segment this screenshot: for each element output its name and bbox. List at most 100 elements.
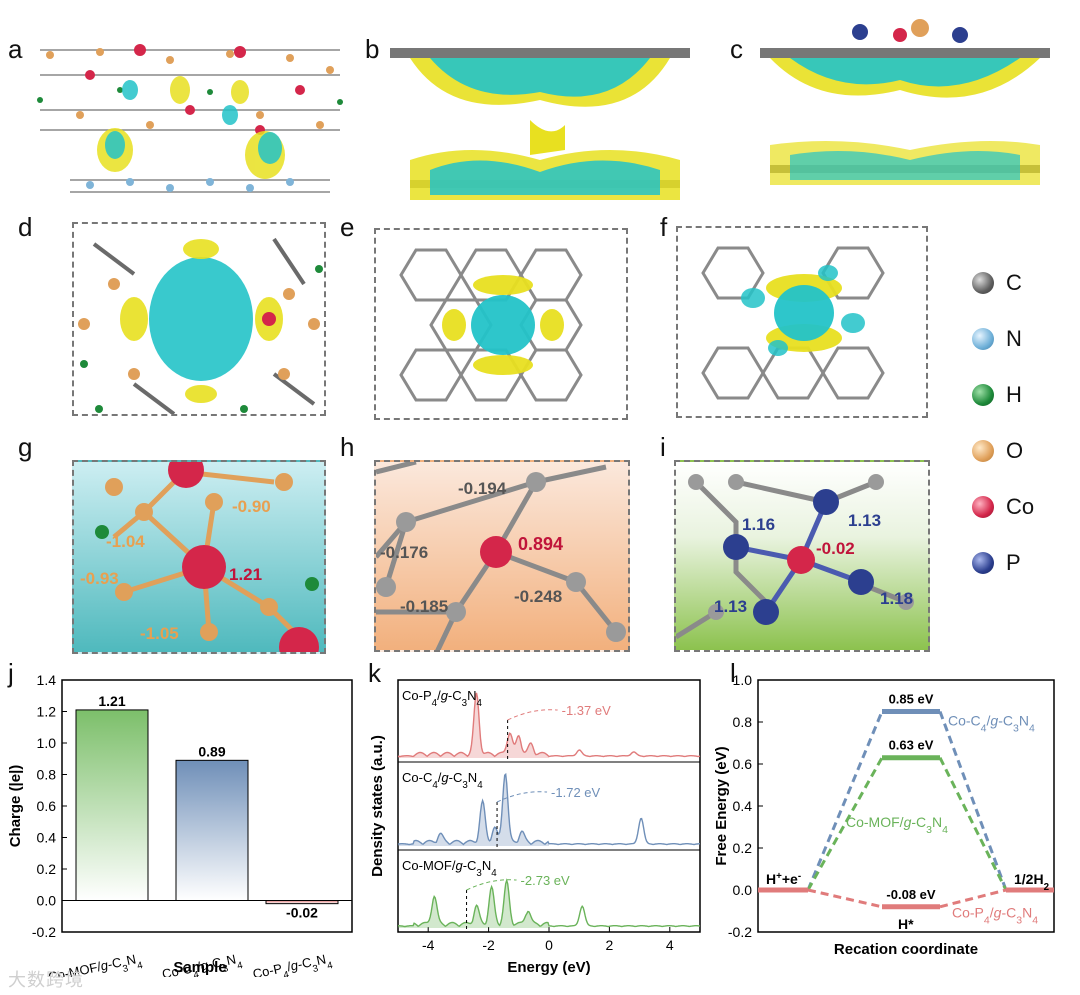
charge-label-i-2: -0.02 (816, 539, 855, 558)
cobalt-ball-icon (972, 496, 994, 518)
bar (175, 759, 249, 901)
charge-label-g-4: -1.05 (140, 624, 179, 643)
y-tick-label: 1.2 (37, 704, 57, 720)
charge-label-h-2: 0.894 (518, 534, 563, 554)
charge-label-i-3: 1.13 (714, 597, 747, 616)
charge-label-g-2: 1.21 (229, 565, 262, 584)
hydrogen-ball-icon (972, 384, 994, 406)
plot-frame (397, 679, 701, 933)
y-tick-label: 0.4 (37, 830, 57, 846)
x-axis-label: Sample (173, 959, 226, 976)
panel-label-i: i (660, 432, 666, 462)
charge-label-h-1: -0.176 (380, 543, 428, 562)
legend-label-p: P (1006, 550, 1021, 575)
x-axis-label: Energy (eV) (507, 959, 590, 976)
charge-label-h-0: -0.194 (458, 479, 507, 498)
legend-item-h: H (972, 380, 1022, 410)
transition-connector (939, 888, 1007, 909)
transition-connector (806, 710, 884, 891)
y-tick-label: -0.2 (728, 924, 752, 940)
panel-label-d: d (18, 212, 33, 242)
y-tick-label: 0.8 (37, 767, 57, 783)
y-tick-label: 1.0 (37, 735, 57, 751)
energy-value-label: 0.63 eV (889, 738, 934, 753)
series-name-label: Co-C4/g-C3N4 (402, 770, 483, 791)
y-tick-label: 0.0 (37, 893, 57, 909)
panel-label-a: a (8, 34, 23, 64)
phosphorus-ball-icon (972, 552, 994, 574)
charge-label-g-3: -0.93 (80, 569, 119, 588)
panel-label-k: k (368, 658, 381, 688)
panel-j-charge-bar-chart: -0.20.00.20.40.60.81.01.21.41.21Co-MOF/g… (7, 672, 353, 977)
oxygen-ball-icon (972, 440, 994, 462)
panel-k-dos-chart: -4 -2 0 2 4 -1.37 eV Co-P4/g-C3N4 -1.72 eV Co-C4… (369, 679, 701, 976)
bar (75, 709, 149, 901)
legend-label-n: N (1006, 326, 1022, 351)
y-tick-label: 0.0 (733, 882, 753, 898)
y-tick-label: 0.4 (733, 798, 753, 814)
legend-item-n: N (972, 324, 1022, 354)
y-tick-label: 1.4 (37, 672, 57, 688)
charge-label-g-1: -1.04 (106, 532, 145, 551)
dos-curve (398, 878, 701, 928)
y-tick-label: 0.6 (37, 798, 57, 814)
dos-curve (397, 772, 701, 846)
y-axis-label: Density states (a.u.) (369, 735, 386, 877)
x-tick-label: -2 (482, 937, 495, 953)
bar-data-label: 1.21 (98, 693, 125, 709)
panel-label-g: g (18, 432, 33, 462)
series-name-label: Co-P4/g-C3N4 (952, 904, 1038, 926)
carbon-ball-icon (972, 272, 994, 294)
series-name-label: Co-MOF/g-C3N4 (402, 858, 497, 879)
series-name-label: Co-C4/g-C3N4 (948, 713, 1035, 735)
charge-label-h-3: -0.185 (400, 597, 448, 616)
panel-i-bader-charge-image: 1.16 1.13 -0.02 1.13 1.18 (674, 460, 930, 652)
charge-label-h-4: -0.248 (514, 587, 562, 606)
y-tick-label: 0.2 (733, 840, 753, 856)
charge-label-g-0: -0.90 (232, 497, 271, 516)
dos-curve (397, 692, 701, 758)
panel-h-bader-charge-image: -0.194 -0.176 0.894 -0.185 -0.248 (374, 460, 630, 652)
panel-l-free-energy-chart: -0.2 0.0 0.2 0.4 0.6 0.8 1.0 0.85 eV 0.63 eV -0.0… (713, 672, 1055, 958)
panel-label-e: e (340, 212, 355, 242)
bar (265, 900, 339, 905)
legend-label-c: C (1006, 270, 1022, 295)
bar-data-label: -0.02 (286, 905, 318, 921)
series-name-label: Co-MOF/g-C3N4 (846, 814, 948, 836)
panel-c-charge-density-image (760, 10, 1050, 200)
charge-label-i-4: 1.18 (880, 589, 913, 608)
legend-item-p: P (972, 548, 1021, 578)
panel-label-b: b (365, 34, 380, 64)
nitrogen-ball-icon (972, 328, 994, 350)
transition-connector (938, 710, 1008, 891)
legend-item-o: O (972, 436, 1023, 466)
charge-label-i-1: 1.13 (848, 511, 881, 530)
transition-connector (938, 757, 1008, 891)
panel-g-bader-charge-image: -0.90 -1.04 1.21 -0.93 -1.05 (72, 460, 326, 654)
y-tick-label: 0.8 (733, 714, 753, 730)
transition-connector (807, 888, 883, 909)
panel-label-h: h (340, 432, 355, 462)
y-tick-label: 1.0 (733, 672, 753, 688)
y-axis-label: Free Energy (eV) (713, 746, 730, 865)
panel-label-c: c (730, 34, 743, 64)
y-tick-label: 0.6 (733, 756, 753, 772)
y-tick-label: 0.2 (37, 861, 57, 877)
watermark-text: 大数跨境 (8, 970, 84, 990)
d-band-center-label: -2.73 eV (521, 873, 570, 888)
x-tick-label: Co-P4/g-C3N4 (251, 950, 334, 977)
y-tick-label: -0.2 (32, 924, 56, 940)
panel-label-j: j (8, 658, 14, 688)
panel-f-charge-density-image (676, 226, 928, 418)
panel-a-charge-density-image (30, 30, 350, 200)
dos-fill-area (398, 774, 549, 846)
x-tick-label: 0 (545, 937, 553, 953)
panel-b-charge-density-image (390, 30, 690, 200)
x-tick-label: 2 (606, 937, 614, 953)
panel-label-l: l (730, 658, 736, 688)
series-name-label: Co-P4/g-C3N4 (402, 688, 482, 709)
panel-label-f: f (660, 212, 668, 242)
x-tick-label: Co-C4/g-C3N4 (161, 950, 245, 977)
energy-value-label: -0.08 eV (886, 887, 935, 902)
bar-data-label: 0.89 (198, 743, 225, 759)
